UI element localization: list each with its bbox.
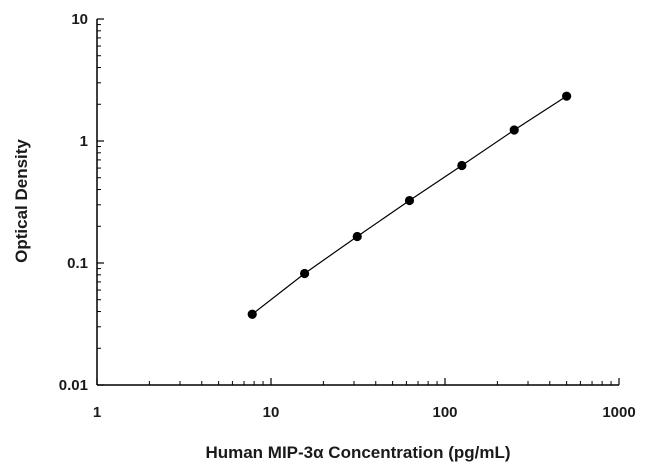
y-axis-title: Optical Density [12,139,31,263]
y-tick-label: 1 [80,133,88,150]
y-tick-label: 10 [71,11,88,28]
data-point [300,268,310,279]
data-point [457,160,467,171]
ticks: 0.01 0.1 1 10 1 10 100 1000 [59,11,636,421]
x-axis-title: Human MIP-3α Concentration (pg/mL) [205,443,510,462]
x-tick-label: 1 [93,404,101,421]
data-point [404,195,415,206]
data-point [562,91,572,101]
axes [96,19,619,386]
data-point [247,309,257,319]
x-tick-label: 10 [263,404,280,421]
data-point [509,125,519,135]
x-tick-label: 1000 [602,404,635,421]
x-tick-label: 100 [432,404,457,421]
data-point [352,231,362,242]
y-tick-label: 0.1 [67,255,88,272]
fit-line-group [251,95,567,315]
data-points [247,91,572,319]
y-tick-label: 0.01 [59,377,88,394]
fit-line [251,95,567,315]
